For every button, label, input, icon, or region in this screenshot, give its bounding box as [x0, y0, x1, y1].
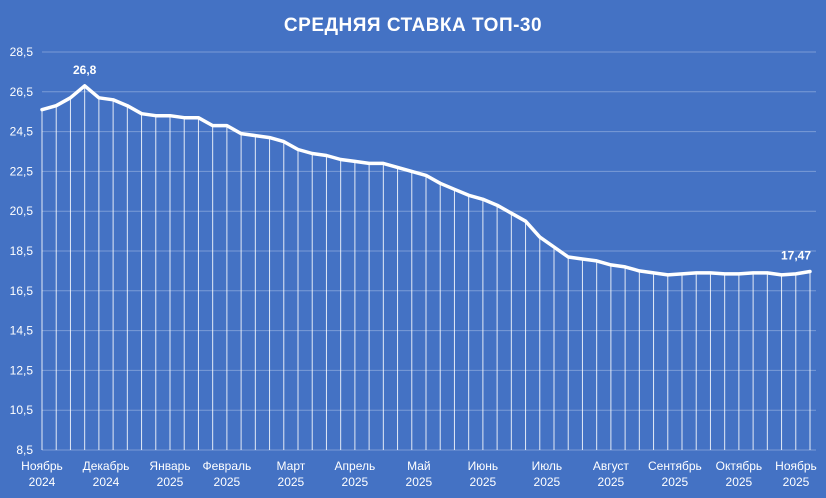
x-tick-label-month: Февраль	[202, 459, 251, 473]
x-tick-label-month: Август	[593, 459, 630, 473]
y-tick-label: 28,5	[10, 45, 34, 59]
x-tick-label-year: 2025	[470, 475, 497, 489]
x-tick-label-year: 2025	[406, 475, 433, 489]
x-tick-label-month: Март	[277, 459, 306, 473]
x-tick-label-year: 2025	[214, 475, 241, 489]
x-tick-label-month: Январь	[149, 459, 190, 473]
x-tick-label-year: 2025	[342, 475, 369, 489]
x-tick-label-month: Ноябрь	[21, 459, 63, 473]
series-line	[40, 84, 812, 277]
y-tick-label: 14,5	[10, 324, 34, 338]
x-tick-label-year: 2025	[157, 475, 184, 489]
y-tick-label: 8,5	[16, 443, 33, 457]
y-tick-label: 26,5	[10, 85, 34, 99]
y-tick-label: 20,5	[10, 204, 34, 218]
x-tick-label-year: 2025	[783, 475, 810, 489]
gridlines	[42, 51, 816, 451]
y-tick-label: 10,5	[10, 403, 34, 417]
chart-title: СРЕДНЯЯ СТАВКА ТОП-30	[284, 15, 542, 36]
x-tick-label-year: 2025	[598, 475, 625, 489]
x-tick-label-year: 2024	[93, 475, 120, 489]
drop-lines	[41, 85, 811, 450]
x-tick-label-month: Июнь	[468, 459, 499, 473]
series-line-group	[40, 84, 812, 277]
x-axis-tick-labels: Ноябрь 2024 Декабрь 2024 Январь 2025 Февраль 20…	[21, 459, 817, 489]
y-axis-tick-labels: 8,5 10,5 12,5 14,5 16,5 18,5 20,5 22,5 24,5 26,5 2…	[10, 45, 34, 457]
x-tick-label-month: Декабрь	[83, 459, 130, 473]
y-tick-label: 22,5	[10, 164, 34, 178]
x-tick-label-month: Ноябрь	[775, 459, 817, 473]
x-tick-label-month: Октябрь	[716, 459, 763, 473]
x-tick-label-year: 2025	[278, 475, 305, 489]
x-tick-label-month: Май	[407, 459, 431, 473]
y-tick-label: 24,5	[10, 125, 34, 139]
y-tick-label: 16,5	[10, 284, 34, 298]
x-tick-label-month: Сентябрь	[648, 459, 702, 473]
x-tick-label-year: 2025	[534, 475, 561, 489]
x-tick-label-year: 2024	[29, 475, 56, 489]
x-tick-label-year: 2025	[726, 475, 753, 489]
data-labels: 26,8 17,47	[73, 63, 811, 263]
y-tick-label: 12,5	[10, 363, 34, 377]
data-label: 17,47	[781, 248, 811, 262]
data-label: 26,8	[73, 63, 97, 77]
x-tick-label-month: Апрель	[335, 459, 376, 473]
x-tick-label-year: 2025	[662, 475, 689, 489]
x-tick-label-month: Июль	[532, 459, 563, 473]
y-tick-label: 18,5	[10, 244, 34, 258]
